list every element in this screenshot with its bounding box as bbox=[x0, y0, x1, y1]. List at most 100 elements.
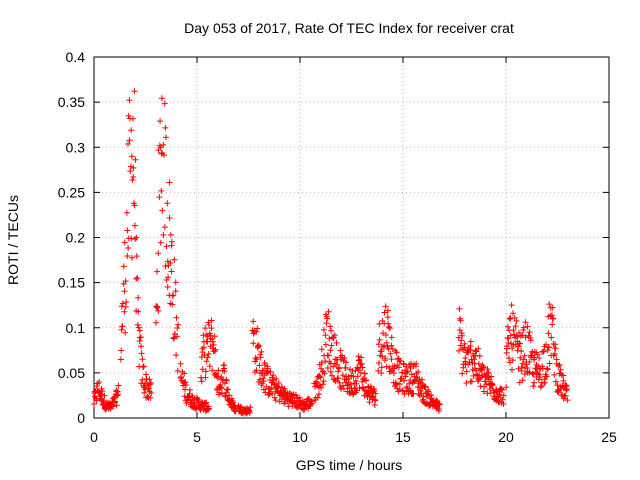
data-point bbox=[544, 347, 551, 354]
data-point bbox=[174, 367, 181, 374]
data-point bbox=[208, 325, 215, 332]
data-point bbox=[118, 347, 125, 354]
data-point bbox=[552, 378, 559, 385]
data-point bbox=[279, 384, 286, 391]
data-point bbox=[211, 333, 218, 340]
data-point bbox=[550, 315, 557, 322]
data-point bbox=[211, 348, 218, 355]
data-point bbox=[363, 377, 370, 384]
data-point bbox=[318, 359, 325, 366]
data-point bbox=[403, 383, 410, 390]
data-point bbox=[226, 392, 233, 399]
data-point bbox=[421, 384, 428, 391]
data-point bbox=[436, 401, 443, 408]
x-tick-label: 10 bbox=[292, 429, 308, 445]
y-tick-label: 0.35 bbox=[58, 94, 85, 110]
data-point bbox=[420, 393, 427, 400]
data-point bbox=[376, 336, 383, 343]
data-point bbox=[563, 386, 570, 393]
data-point bbox=[545, 344, 552, 351]
data-point bbox=[122, 278, 129, 285]
data-point bbox=[341, 355, 348, 362]
data-point bbox=[546, 360, 553, 367]
y-axis-ticks: 0 0.05 0.1 0.15 0.2 0.25 0.3 0.35 0.4 bbox=[58, 49, 609, 426]
data-point bbox=[462, 354, 469, 361]
data-point bbox=[223, 377, 230, 384]
data-point bbox=[394, 385, 401, 392]
data-point bbox=[383, 339, 390, 346]
data-point bbox=[130, 173, 137, 180]
data-point bbox=[553, 356, 560, 363]
data-point bbox=[530, 383, 537, 390]
data-point bbox=[173, 352, 180, 359]
data-point bbox=[133, 253, 140, 260]
data-point bbox=[177, 360, 184, 367]
data-point bbox=[158, 95, 165, 102]
data-point bbox=[121, 288, 128, 295]
data-point bbox=[131, 202, 138, 209]
data-point bbox=[219, 390, 226, 397]
data-point bbox=[538, 383, 545, 390]
data-point bbox=[121, 308, 128, 315]
data-point bbox=[519, 377, 526, 384]
data-point bbox=[521, 371, 528, 378]
data-point bbox=[456, 347, 463, 354]
data-point bbox=[186, 386, 193, 393]
data-point bbox=[458, 330, 465, 337]
data-point bbox=[328, 342, 335, 349]
data-point bbox=[128, 127, 135, 134]
data-point bbox=[399, 387, 406, 394]
data-point bbox=[509, 310, 516, 317]
data-point bbox=[138, 350, 145, 357]
data-point bbox=[335, 365, 342, 372]
data-point bbox=[536, 371, 543, 378]
data-point bbox=[134, 274, 141, 281]
data-point bbox=[117, 356, 124, 363]
data-point bbox=[456, 305, 463, 312]
data-point bbox=[425, 386, 432, 393]
data-point bbox=[397, 357, 404, 364]
data-point bbox=[358, 360, 365, 367]
data-point bbox=[159, 207, 166, 214]
data-point bbox=[518, 348, 525, 355]
data-point bbox=[536, 374, 543, 381]
data-point bbox=[495, 398, 502, 405]
data-point bbox=[137, 334, 144, 341]
data-point bbox=[327, 347, 334, 354]
data-point bbox=[324, 315, 331, 322]
data-point bbox=[171, 334, 178, 341]
data-point bbox=[519, 360, 526, 367]
y-tick-label: 0.15 bbox=[58, 275, 85, 291]
data-point bbox=[557, 366, 564, 373]
x-axis-ticks: 0 5 10 15 20 25 bbox=[90, 57, 617, 445]
data-point bbox=[335, 375, 342, 382]
data-point bbox=[157, 239, 164, 246]
data-point bbox=[164, 284, 171, 290]
data-point bbox=[170, 335, 177, 342]
data-point bbox=[375, 367, 382, 374]
data-point bbox=[101, 392, 108, 399]
data-point bbox=[127, 168, 134, 175]
data-point bbox=[260, 378, 267, 385]
data-point bbox=[473, 367, 480, 374]
data-point bbox=[155, 250, 162, 257]
data-point bbox=[256, 343, 263, 350]
data-point bbox=[160, 231, 167, 238]
data-point bbox=[548, 312, 555, 319]
data-point bbox=[500, 392, 507, 399]
x-tick-label: 15 bbox=[395, 429, 411, 445]
data-point bbox=[314, 394, 321, 401]
data-point bbox=[327, 368, 334, 375]
data-point bbox=[162, 263, 169, 270]
data-point bbox=[503, 384, 510, 391]
y-tick-label: 0.2 bbox=[66, 230, 86, 246]
data-point bbox=[354, 365, 361, 372]
data-point bbox=[254, 325, 261, 332]
data-point bbox=[125, 244, 132, 251]
data-point bbox=[217, 384, 224, 391]
data-point bbox=[246, 409, 253, 416]
data-point bbox=[378, 370, 385, 377]
data-point bbox=[562, 392, 569, 399]
data-point bbox=[147, 381, 154, 388]
data-point bbox=[216, 389, 223, 396]
